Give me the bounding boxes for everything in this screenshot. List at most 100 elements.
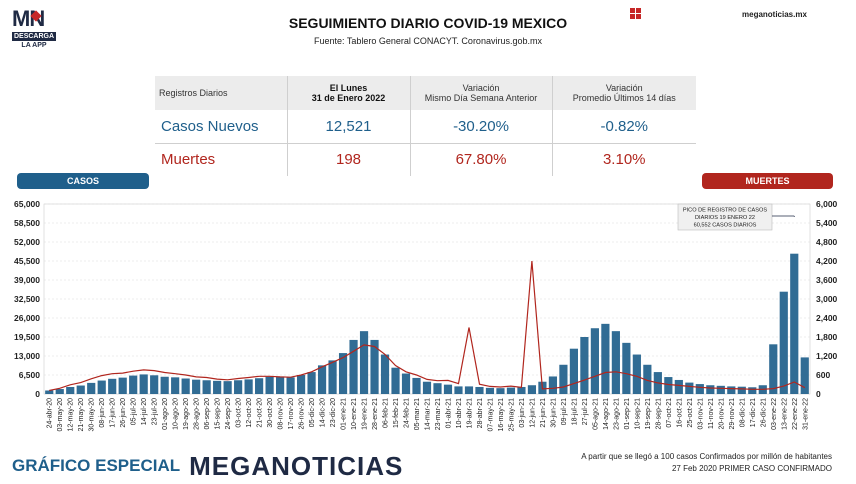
casos-bar (590, 328, 599, 394)
x-tick-label: 25-may-21 (508, 398, 515, 432)
casos-bar (506, 387, 516, 394)
casos-bar (359, 331, 369, 394)
stats-var-14: 3.10% (602, 151, 646, 169)
y-left-tick-label: 45,500 (14, 256, 40, 266)
stats-value: 12,521 (287, 110, 411, 144)
x-tick-label: 03-ene-22 (771, 398, 778, 430)
casos-bar (66, 386, 75, 394)
casos-bar (790, 253, 799, 394)
casos-bar (370, 339, 379, 394)
casos-bar (108, 378, 117, 394)
meganoticias-logo[interactable]: MN DESCARGA LA APP (12, 8, 56, 50)
peak-annotation-line: DIARIOS 19 ENERO 22 (695, 215, 755, 221)
x-tick-label: 28-ene-21 (372, 398, 379, 430)
casos-bar (664, 377, 673, 394)
casos-bar (192, 379, 201, 394)
casos-bar (223, 381, 232, 394)
peak-annotation-line: 60,552 CASOS DIARIOS (694, 223, 757, 229)
y-right-tick-label: 3,600 (816, 275, 838, 285)
y-left-tick-label: 39,000 (14, 275, 40, 285)
casos-bar (150, 375, 159, 394)
stats-row-casos: Casos Nuevos 12,521 -30.20% -0.82% (155, 110, 696, 144)
x-tick-label: 05-ago-21 (592, 398, 599, 430)
y-right-tick-label: 2,400 (816, 313, 838, 323)
casos-bar (328, 360, 337, 394)
x-tick-label: 05-dic-20 (309, 398, 316, 427)
x-tick-label: 03-oct-20 (236, 398, 243, 428)
stats-row-muertes: Muertes 198 67.80% 3.10% (155, 143, 696, 176)
x-tick-label: 14-jul-20 (141, 398, 148, 425)
casos-bar (706, 385, 715, 394)
casos-bar (286, 377, 295, 394)
y-right-tick-label: 0 (816, 389, 821, 399)
x-tick-label: 01-ene-21 (341, 398, 348, 430)
casos-bar (118, 377, 127, 394)
y-right-tick-label: 4,800 (816, 237, 838, 247)
x-tick-label: 03-jun-21 (519, 398, 526, 428)
x-tick-label: 08-dic-21 (739, 398, 746, 427)
x-tick-label: 10-abr-21 (456, 398, 463, 428)
x-tick-label: 23-mar-21 (435, 398, 442, 430)
casos-bar (517, 386, 526, 394)
x-tick-label: 28-ago-20 (194, 398, 201, 430)
x-tick-label: 23-ago-21 (613, 398, 620, 430)
casos-bar (401, 373, 411, 394)
stats-col-date: El Lunes 31 de Enero 2022 (287, 76, 411, 110)
source-note: Fuente: Tablero General CONACYT. Coronav… (314, 36, 542, 46)
casos-bar (171, 377, 180, 394)
y-right-tick-label: 5,400 (816, 218, 838, 228)
casos-bar (234, 380, 243, 394)
x-tick-label: 23-jul-20 (152, 398, 159, 425)
x-tick-label: 11-nov-21 (708, 398, 715, 429)
casos-bar (559, 364, 568, 394)
x-tick-label: 23-dic-20 (330, 398, 337, 427)
x-tick-label: 26-jun-20 (120, 398, 127, 428)
y-left-tick-label: 26,000 (14, 313, 40, 323)
stats-header-row: Registros Diarios El Lunes 31 de Enero 20… (155, 76, 696, 110)
casos-bar (380, 354, 390, 394)
muertes-line (49, 260, 806, 392)
x-tick-label: 21-jun-21 (540, 398, 547, 428)
casos-bar (695, 384, 704, 394)
casos-bar (580, 337, 589, 394)
casos-bar (475, 386, 484, 394)
x-tick-label: 30-jun-21 (550, 398, 557, 428)
logo-download-badge: DESCARGA (12, 32, 56, 41)
x-tick-label: 19-ene-21 (362, 398, 369, 430)
x-tick-label: 30-may-20 (89, 398, 96, 432)
x-tick-label: 01-abr-21 (445, 398, 452, 428)
casos-bar (611, 331, 620, 394)
casos-bar (317, 365, 327, 394)
y-left-tick-label: 6,500 (19, 370, 41, 380)
stats-var-week: 67.80% (410, 143, 553, 176)
casos-bar (601, 323, 610, 394)
y-right-tick-label: 600 (816, 370, 830, 380)
x-tick-label: 01-sep-21 (624, 398, 631, 430)
stats-var-week: -30.20% (410, 110, 553, 144)
y-right-tick-label: 4,200 (816, 256, 838, 266)
casos-bar (244, 379, 253, 394)
stats-col-var-14: Variación Promedio Últimos 14 días (552, 76, 696, 110)
x-tick-label: 24-sep-20 (225, 398, 232, 430)
casos-bar (97, 380, 106, 394)
x-tick-label: 17-jun-20 (110, 398, 117, 428)
casos-bar (548, 376, 558, 394)
x-tick-label: 24-feb-21 (404, 398, 411, 428)
casos-bar (276, 376, 285, 394)
x-tick-label: 29-nov-21 (729, 398, 736, 430)
x-tick-label: 28-sep-21 (655, 398, 662, 430)
casos-bar (129, 375, 138, 394)
x-tick-label: 12-may-20 (68, 398, 75, 432)
x-tick-label: 19-abr-21 (466, 398, 473, 428)
casos-bar (716, 385, 725, 394)
x-tick-label: 01-ago-20 (162, 398, 169, 430)
casos-bar (737, 386, 746, 394)
x-tick-label: 31-ene-22 (802, 398, 809, 430)
y-left-tick-label: 19,500 (14, 332, 40, 342)
x-tick-label: 08-jun-20 (99, 398, 106, 428)
casos-bar (685, 382, 694, 394)
casos-bar (265, 376, 274, 394)
casos-bar (464, 386, 474, 394)
casos-bar (800, 357, 809, 394)
plot-frame (43, 203, 811, 395)
